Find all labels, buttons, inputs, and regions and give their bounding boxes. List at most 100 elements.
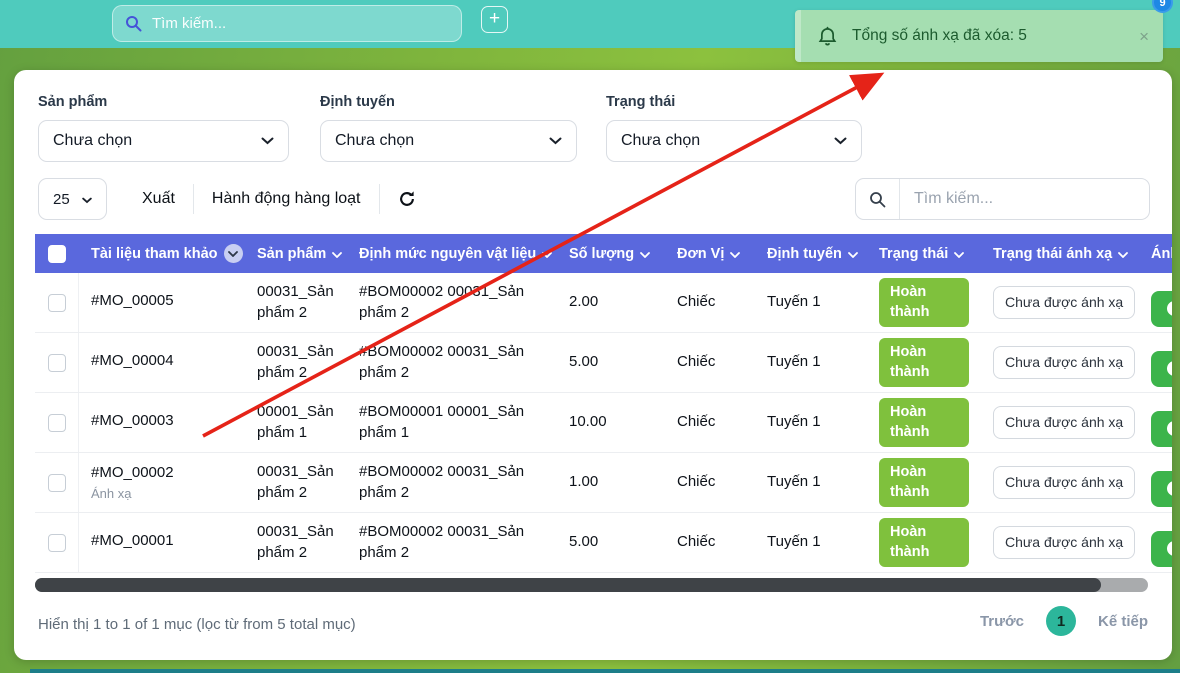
scrollbar-thumb[interactable] bbox=[35, 578, 1101, 592]
column-header-label: Số lượng bbox=[569, 245, 635, 262]
column-header-label: Ánh xạ bbox=[1151, 245, 1172, 262]
status-badge: Hoàn thành bbox=[879, 397, 969, 448]
reference-cell: #MO_00002 bbox=[91, 463, 174, 481]
unit-cell: Chiếc bbox=[677, 353, 716, 371]
reference-cell: #MO_00003 bbox=[91, 412, 174, 430]
pagination: Trước 1 Kế tiếp bbox=[980, 606, 1148, 636]
map-status-badge: Chưa được ánh xạ bbox=[993, 466, 1136, 499]
table-search[interactable] bbox=[855, 178, 1150, 220]
bom-cell: #BOM00002 00031_Sản phẩm 2 bbox=[359, 463, 525, 501]
column-header-bom[interactable]: Định mức nguyên vật liệu bbox=[347, 234, 557, 273]
product-cell: 00031_Sản phẩm 2 bbox=[257, 283, 334, 321]
next-page-button[interactable]: Kế tiếp bbox=[1097, 612, 1148, 630]
divider bbox=[192, 184, 194, 214]
unit-cell: Chiếc bbox=[677, 413, 716, 431]
horizontal-scrollbar[interactable] bbox=[35, 578, 1148, 592]
notification-count-badge[interactable]: 9 bbox=[1152, 0, 1173, 13]
row-checkbox[interactable] bbox=[47, 353, 66, 372]
column-header-quantity[interactable]: Số lượng bbox=[557, 234, 665, 273]
unit-cell: Chiếc bbox=[677, 533, 716, 551]
routing-cell: Tuyến 1 bbox=[767, 413, 821, 431]
routing-cell: Tuyến 1 bbox=[767, 293, 821, 311]
map-action-icon bbox=[1166, 541, 1172, 556]
column-header-label: Sản phẩm bbox=[257, 245, 327, 262]
map-action-icon bbox=[1166, 361, 1172, 376]
map-status-badge: Chưa được ánh xạ bbox=[993, 346, 1136, 379]
routing-cell: Tuyến 1 bbox=[767, 533, 821, 551]
close-icon[interactable]: × bbox=[1139, 26, 1149, 46]
sort-icon bbox=[848, 246, 858, 262]
chevron-down-icon bbox=[834, 132, 847, 150]
search-icon bbox=[856, 179, 900, 219]
current-page-button[interactable]: 1 bbox=[1045, 606, 1076, 636]
column-header-label: Định mức nguyên vật liệu bbox=[359, 245, 537, 262]
global-search-input[interactable] bbox=[152, 15, 449, 32]
filter-status-value: Chưa chọn bbox=[621, 132, 701, 149]
column-header-map-action[interactable]: Ánh xạ bbox=[1139, 234, 1172, 273]
bottom-edge-strip bbox=[30, 669, 1180, 673]
table-actions-group: Xuất Hành động hàng loạt bbox=[124, 178, 434, 220]
sort-icon bbox=[640, 246, 651, 262]
refresh-button[interactable] bbox=[380, 190, 434, 208]
filter-routing-select[interactable]: Chưa chọn bbox=[320, 120, 577, 162]
export-button[interactable]: Xuất bbox=[142, 190, 175, 207]
column-header-reference[interactable]: Tài liệu tham khảo bbox=[79, 234, 245, 273]
sort-icon bbox=[332, 246, 343, 262]
bom-cell: #BOM00002 00031_Sản phẩm 2 bbox=[359, 343, 525, 381]
unit-cell: Chiếc bbox=[677, 293, 716, 311]
map-action-button[interactable] bbox=[1151, 530, 1172, 567]
chevron-down-icon bbox=[549, 132, 562, 150]
filter-product-select[interactable]: Chưa chọn bbox=[38, 120, 289, 162]
filter-status-select[interactable]: Chưa chọn bbox=[606, 120, 862, 162]
map-action-button[interactable] bbox=[1151, 410, 1172, 447]
table-row: #MO_00004 00031_Sản phẩm 2 #BOM00002 000… bbox=[35, 333, 1172, 393]
global-search[interactable] bbox=[112, 5, 462, 42]
status-badge: Hoàn thành bbox=[879, 457, 969, 508]
column-header-product[interactable]: Sản phẩm bbox=[245, 234, 347, 273]
filter-routing-label: Định tuyến bbox=[320, 94, 395, 110]
routing-cell: Tuyến 1 bbox=[767, 473, 821, 491]
product-cell: 00001_Sản phẩm 1 bbox=[257, 403, 334, 441]
status-badge: Hoàn thành bbox=[879, 337, 969, 388]
bell-icon bbox=[817, 26, 838, 47]
row-checkbox[interactable] bbox=[47, 533, 66, 552]
previous-page-button[interactable]: Trước bbox=[979, 612, 1024, 630]
column-header-label: Trạng thái ánh xạ bbox=[993, 245, 1113, 262]
row-checkbox[interactable] bbox=[47, 413, 66, 432]
bom-cell: #BOM00002 00031_Sản phẩm 2 bbox=[359, 283, 525, 321]
sort-icon bbox=[730, 246, 741, 262]
column-header-routing[interactable]: Định tuyến bbox=[755, 234, 867, 273]
row-checkbox[interactable] bbox=[47, 293, 66, 312]
search-icon bbox=[125, 15, 142, 32]
sort-icon bbox=[1118, 246, 1129, 262]
map-action-button[interactable] bbox=[1151, 290, 1172, 327]
map-action-icon bbox=[1166, 481, 1172, 496]
column-header-status[interactable]: Trạng thái bbox=[867, 234, 981, 273]
status-badge: Hoàn thành bbox=[879, 277, 969, 328]
sort-icon[interactable] bbox=[223, 244, 243, 263]
toast-notification: Tổng số ánh xạ đã xóa: 5 × bbox=[795, 10, 1163, 62]
column-header-unit[interactable]: Đơn Vị bbox=[665, 234, 755, 273]
page-size-value: 25 bbox=[53, 190, 70, 208]
bom-cell: #BOM00002 00031_Sản phẩm 2 bbox=[359, 523, 525, 561]
table-info-text: Hiển thị 1 to 1 of 1 mục (lọc từ from 5 … bbox=[38, 616, 356, 633]
column-header-map-status[interactable]: Trạng thái ánh xạ bbox=[981, 234, 1139, 273]
add-button[interactable]: + bbox=[481, 6, 508, 33]
page-size-select[interactable]: 25 bbox=[38, 178, 107, 220]
chevron-down-icon bbox=[261, 132, 274, 150]
table-row: #MO_00005 00031_Sản phẩm 2 #BOM00002 000… bbox=[35, 273, 1172, 333]
map-action-icon bbox=[1166, 421, 1172, 436]
column-header-label: Trạng thái bbox=[879, 245, 949, 262]
table-search-input[interactable] bbox=[900, 179, 1149, 219]
table-header-row: Tài liệu tham khảo Sản phẩm Định mức ngu… bbox=[35, 234, 1172, 273]
filter-product-value: Chưa chọn bbox=[53, 132, 133, 149]
toast-message: Tổng số ánh xạ đã xóa: 5 bbox=[852, 27, 1027, 44]
reference-cell: #MO_00004 bbox=[91, 352, 174, 370]
column-header-label: Tài liệu tham khảo bbox=[91, 245, 218, 262]
select-all-checkbox[interactable] bbox=[48, 244, 66, 263]
map-action-button[interactable] bbox=[1151, 470, 1172, 507]
row-checkbox[interactable] bbox=[47, 473, 66, 492]
map-action-button[interactable] bbox=[1151, 350, 1172, 387]
reference-sub-label: Ánh xạ bbox=[91, 485, 132, 501]
bulk-actions-button[interactable]: Hành động hàng loạt bbox=[211, 190, 361, 207]
